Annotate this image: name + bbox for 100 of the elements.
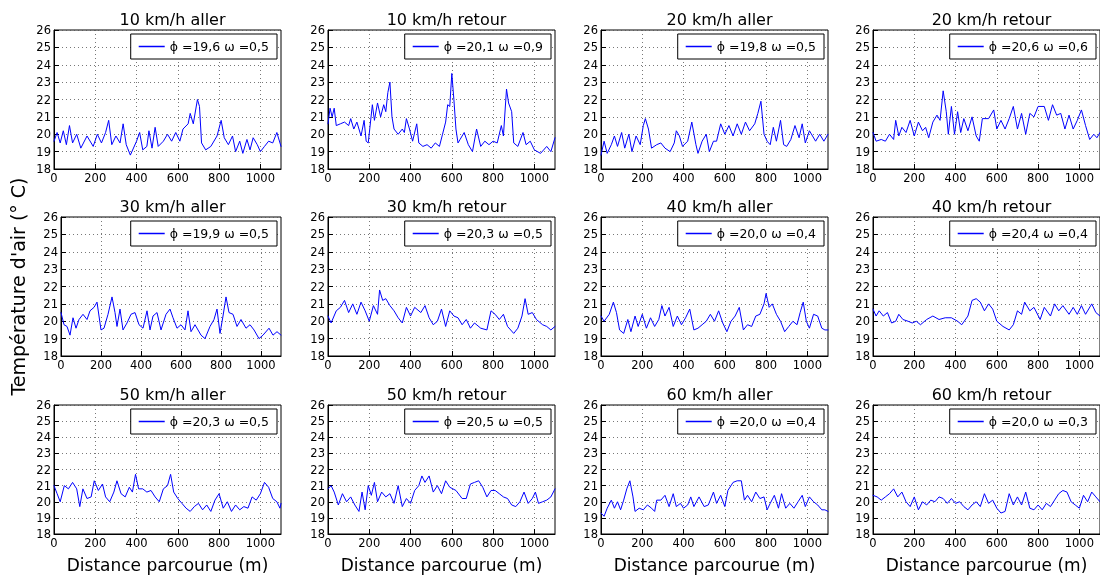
y-tick-label: 22 — [310, 279, 325, 294]
y-tick-label: 23 — [310, 446, 325, 461]
x-tick-label: 600 — [166, 171, 189, 185]
x-tick-label: 1000 — [792, 358, 822, 372]
y-tick-label: 20 — [43, 314, 58, 329]
chart-title: 60 km/h aller — [666, 384, 773, 404]
x-tick-label: 1000 — [246, 358, 276, 372]
x-tick-label: 0 — [597, 536, 605, 550]
y-tick-label: 19 — [310, 331, 325, 346]
x-tick-label: 400 — [399, 358, 422, 372]
y-tick-label: 26 — [855, 23, 870, 37]
y-tick-label: 21 — [310, 296, 325, 311]
y-tick-label: 24 — [855, 244, 870, 259]
y-tick-label: 22 — [583, 279, 598, 294]
y-tick-label: 19 — [36, 510, 51, 525]
y-tick-label: 20 — [583, 494, 598, 509]
line-series — [327, 72, 556, 154]
y-tick-label: 26 — [855, 210, 870, 224]
x-tick-label: 0 — [597, 171, 605, 185]
y-tick-label: 18 — [855, 162, 870, 176]
y-tick-label: 26 — [43, 210, 58, 224]
y-tick-label: 21 — [36, 478, 51, 493]
x-tick-label: 400 — [672, 358, 695, 372]
y-tick-label: 23 — [855, 75, 870, 90]
y-tick-label: 23 — [310, 75, 325, 90]
line-series — [872, 488, 1100, 514]
y-tick-label: 23 — [583, 262, 598, 277]
x-tick-label: 400 — [130, 358, 152, 372]
y-tick-label: 18 — [310, 349, 325, 363]
y-tick-label: 19 — [310, 144, 325, 159]
x-tick-label: 400 — [399, 536, 422, 550]
x-tick-label: 0 — [869, 358, 877, 372]
chart-title: 40 km/h retour — [931, 196, 1052, 216]
x-tick-label: 400 — [125, 171, 148, 185]
y-tick-label: 24 — [583, 57, 598, 72]
y-tick-label: 18 — [583, 162, 598, 176]
y-tick-label: 26 — [310, 398, 325, 412]
x-tick-label: 200 — [903, 171, 926, 185]
line-series — [600, 100, 829, 156]
x-tick-label: 800 — [755, 536, 778, 550]
x-tick-label: 200 — [903, 358, 926, 372]
y-tick-label: 18 — [583, 349, 598, 363]
y-tick-label: 21 — [855, 478, 870, 493]
legend-label: ϕ =20,3 ω =0,5 — [443, 226, 543, 241]
line-series — [872, 90, 1100, 142]
y-tick-label: 22 — [583, 462, 598, 477]
y-tick-label: 24 — [855, 430, 870, 445]
x-tick-label: 600 — [440, 536, 463, 550]
x-tick-label: 600 — [713, 536, 736, 550]
y-tick-label: 24 — [36, 57, 51, 72]
x-tick-label: 1000 — [245, 171, 275, 185]
legend-label: ϕ =20,0 ω =0,4 — [716, 226, 817, 241]
x-tick-label: 1000 — [519, 171, 549, 185]
y-tick-label: 19 — [855, 331, 870, 346]
x-tick-label: 800 — [210, 358, 232, 372]
y-tick-label: 25 — [583, 414, 598, 429]
y-tick-label: 21 — [583, 478, 598, 493]
y-tick-label: 18 — [310, 527, 325, 541]
y-tick-label: 20 — [855, 127, 870, 142]
y-tick-label: 18 — [855, 527, 870, 541]
y-tick-label: 20 — [855, 314, 870, 329]
chart-title: 20 km/h retour — [931, 9, 1052, 29]
legend-label: ϕ =19,9 ω =0,5 — [169, 226, 269, 241]
y-tick-label: 25 — [43, 227, 58, 242]
x-tick-label: 800 — [1027, 171, 1050, 185]
y-tick-label: 19 — [583, 144, 598, 159]
y-tick-label: 23 — [43, 262, 58, 277]
y-tick-label: 21 — [43, 296, 58, 311]
y-tick-label: 23 — [36, 75, 51, 90]
y-tick-label: 22 — [43, 279, 58, 294]
y-tick-label: 18 — [310, 162, 325, 176]
x-tick-label: 600 — [166, 536, 189, 550]
x-tick-label: 800 — [482, 358, 505, 372]
y-tick-label: 26 — [583, 398, 598, 412]
y-tick-label: 20 — [310, 314, 325, 329]
y-tick-label: 26 — [855, 398, 870, 412]
x-tick-label: 1000 — [1064, 358, 1094, 372]
x-tick-label: 1000 — [792, 171, 822, 185]
x-tick-label: 200 — [84, 536, 107, 550]
y-tick-label: 22 — [855, 92, 870, 107]
legend-label: ϕ =20,3 ω =0,5 — [169, 414, 269, 429]
x-tick-label: 0 — [324, 358, 332, 372]
y-tick-label: 21 — [583, 109, 598, 124]
y-tick-label: 20 — [583, 127, 598, 142]
x-tick-label: 0 — [50, 171, 58, 185]
legend-label: ϕ =20,0 ω =0,4 — [716, 414, 817, 429]
y-tick-label: 26 — [310, 210, 325, 224]
line-series — [600, 292, 829, 334]
x-tick-label: 1000 — [245, 536, 275, 550]
y-tick-label: 23 — [583, 446, 598, 461]
x-tick-label: 800 — [482, 171, 505, 185]
y-tick-label: 24 — [310, 430, 325, 445]
y-tick-label: 21 — [36, 109, 51, 124]
x-tick-label: 200 — [358, 358, 381, 372]
y-tick-label: 23 — [310, 262, 325, 277]
legend-label: ϕ =20,1 ω =0,9 — [443, 39, 544, 54]
x-tick-label: 600 — [985, 358, 1008, 372]
x-tick-label: 400 — [672, 536, 695, 550]
x-tick-label: 600 — [985, 171, 1008, 185]
y-tick-label: 25 — [855, 414, 870, 429]
